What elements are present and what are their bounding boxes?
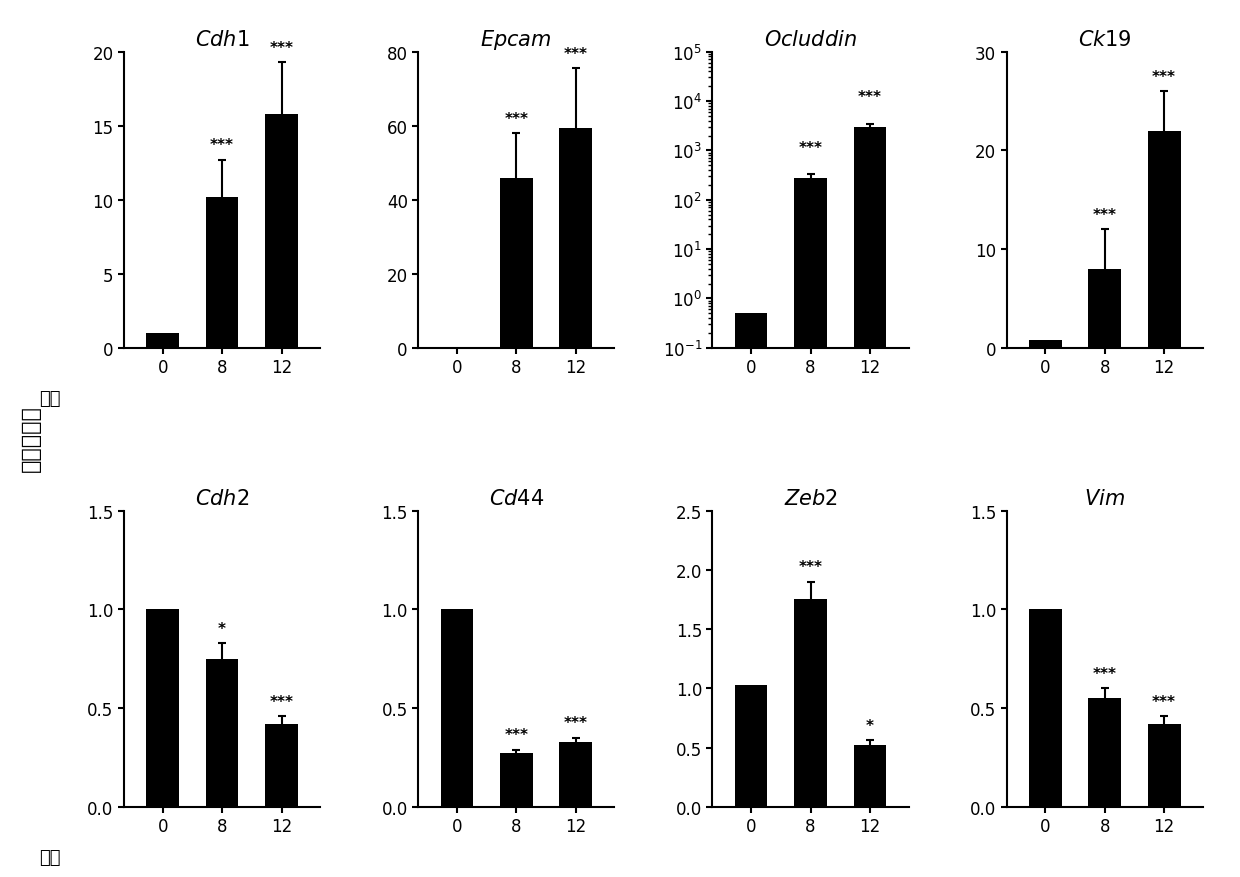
- Bar: [206, 197, 238, 348]
- Text: ***: ***: [799, 140, 822, 155]
- Text: 天数: 天数: [38, 389, 61, 408]
- Bar: [1148, 724, 1180, 807]
- Text: *: *: [866, 718, 874, 733]
- Text: ***: ***: [564, 716, 588, 731]
- Title: $\mathit{Ocluddin}$: $\mathit{Ocluddin}$: [764, 30, 857, 50]
- Bar: [735, 685, 768, 807]
- Text: ***: ***: [505, 727, 528, 742]
- Bar: [146, 333, 179, 348]
- Bar: [794, 178, 827, 877]
- Bar: [1089, 698, 1121, 807]
- Text: *: *: [218, 621, 226, 636]
- Bar: [735, 314, 768, 877]
- Bar: [1089, 269, 1121, 348]
- Bar: [853, 745, 887, 807]
- Title: $\mathit{Cdh1}$: $\mathit{Cdh1}$: [195, 30, 249, 50]
- Bar: [440, 610, 474, 807]
- Bar: [559, 128, 591, 348]
- Text: ***: ***: [269, 40, 294, 55]
- Bar: [265, 115, 298, 348]
- Bar: [440, 347, 474, 348]
- Title: $\mathit{Cd44}$: $\mathit{Cd44}$: [489, 488, 544, 508]
- Title: $\mathit{Vim}$: $\mathit{Vim}$: [1084, 488, 1125, 508]
- Text: ***: ***: [1092, 208, 1117, 223]
- Title: $\mathit{Zeb2}$: $\mathit{Zeb2}$: [784, 488, 837, 508]
- Bar: [265, 724, 298, 807]
- Text: ***: ***: [1152, 694, 1177, 709]
- Text: 天数: 天数: [38, 848, 61, 866]
- Text: ***: ***: [799, 560, 822, 574]
- Text: ***: ***: [1152, 69, 1177, 85]
- Text: ***: ***: [564, 46, 588, 62]
- Text: ***: ***: [269, 694, 294, 709]
- Bar: [1029, 340, 1061, 348]
- Text: 相对表达量: 相对表达量: [21, 405, 41, 472]
- Title: $\mathit{Cdh2}$: $\mathit{Cdh2}$: [195, 488, 249, 508]
- Bar: [146, 610, 179, 807]
- Text: ***: ***: [858, 89, 882, 104]
- Bar: [1029, 610, 1061, 807]
- Bar: [853, 128, 887, 877]
- Text: ***: ***: [505, 111, 528, 126]
- Bar: [206, 659, 238, 807]
- Bar: [794, 600, 827, 807]
- Text: ***: ***: [210, 139, 234, 153]
- Bar: [1148, 132, 1180, 348]
- Bar: [500, 753, 533, 807]
- Text: ***: ***: [1092, 667, 1117, 681]
- Title: $\mathit{Epcam}$: $\mathit{Epcam}$: [480, 28, 552, 52]
- Bar: [559, 742, 591, 807]
- Title: $\mathit{Ck19}$: $\mathit{Ck19}$: [1078, 30, 1132, 50]
- Bar: [500, 178, 533, 348]
